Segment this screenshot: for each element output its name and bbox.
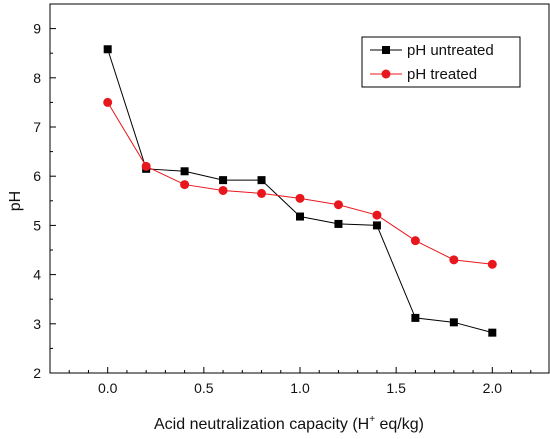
data-point-untreated [296,212,304,221]
data-point-untreated [219,176,228,185]
x-axis-title-superscript: + [369,414,375,425]
data-point-treated [257,188,267,198]
data-point-untreated [411,313,420,322]
data-point-untreated [372,221,381,230]
series-line-untreated [107,49,493,334]
data-point-treated [180,180,190,190]
y-tick-label: 2 [33,365,41,381]
y-tick-label: 8 [33,70,41,86]
x-tick-label: 2.0 [483,380,503,396]
legend-label-untreated: pH untreated [407,42,494,59]
series-group [103,45,497,337]
x-axis-title-main: Acid neutralization capacity (H [154,416,369,433]
data-point-untreated [180,167,189,176]
y-axis-title: pH [7,191,24,211]
data-point-treated [141,161,151,171]
data-point-untreated [334,219,343,228]
legend-label-treated: pH treated [407,66,477,83]
data-point-treated [333,200,343,210]
series-line-treated [107,102,493,265]
data-point-treated [487,259,497,269]
legend-marker-untreated [382,46,390,54]
y-tick-label: 6 [33,168,41,184]
data-point-untreated [257,176,266,185]
y-tick-label: 7 [33,119,41,135]
x-tick-label: 1.5 [386,380,406,396]
x-tick-label: 0.5 [194,380,214,396]
x-axis-title: Acid neutralization capacity (H+ eq/kg) [154,414,424,433]
data-point-treated [295,193,305,203]
x-tick-label: 1.0 [290,380,310,396]
legend-box [361,36,521,88]
data-point-untreated [103,45,112,54]
x-axis-title-end: eq/kg) [375,416,424,433]
legend-marker-treated [381,69,391,79]
data-point-treated [449,255,459,265]
y-tick-label: 4 [33,267,41,283]
data-point-treated [103,97,113,107]
y-tick-label: 9 [33,21,41,37]
data-point-treated [372,210,382,220]
data-point-treated [410,236,420,246]
data-point-untreated [449,318,458,327]
y-tick-label: 5 [33,217,41,233]
axis-ticks: 0.0 0.5 1.0 1.5 2.0 2 3 4 5 6 7 8 9 [33,21,532,396]
data-point-untreated [488,328,497,337]
x-tick-label: 0.0 [98,380,118,396]
legend: pH untreated pH treated [361,36,521,88]
y-tick-label: 3 [33,316,41,332]
data-point-treated [218,185,228,195]
